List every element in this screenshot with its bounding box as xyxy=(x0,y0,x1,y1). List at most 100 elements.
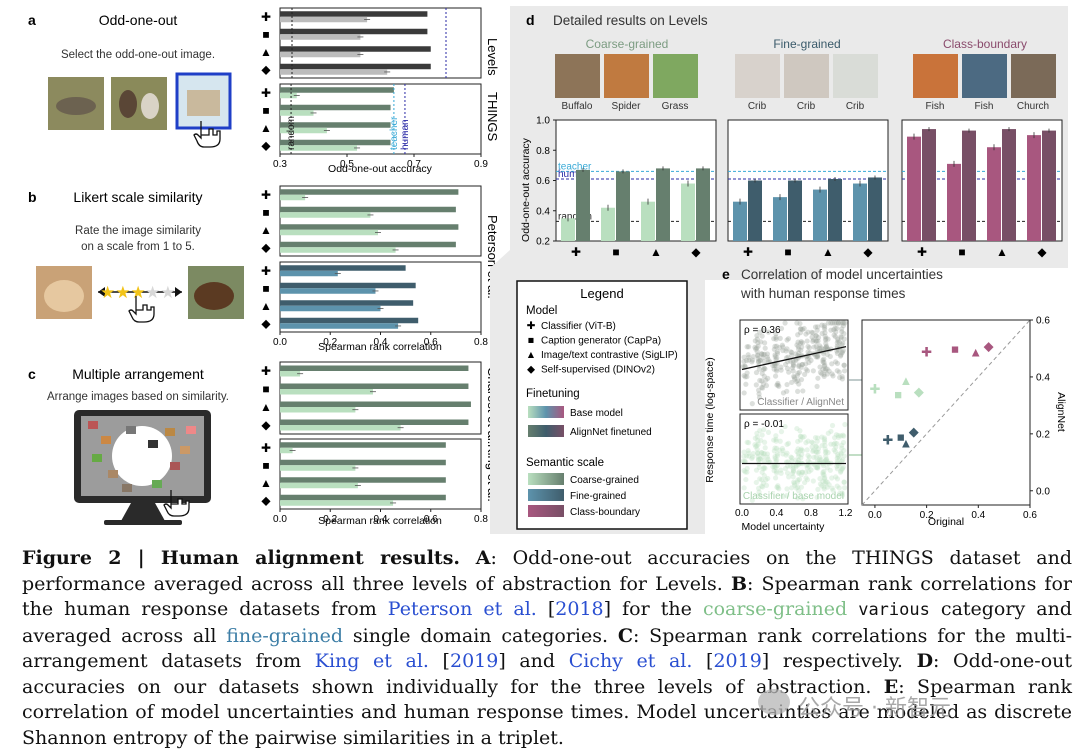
scatter-point xyxy=(822,330,828,336)
bar-base xyxy=(280,425,401,431)
scatter-point xyxy=(798,447,804,453)
scatter-point xyxy=(752,435,758,441)
scatter-point xyxy=(814,449,820,455)
model-symbol: ■ xyxy=(262,458,269,472)
bar-base xyxy=(601,207,615,241)
thumbnail-image xyxy=(604,54,649,98)
scatter-point xyxy=(822,475,828,481)
scatter-point xyxy=(763,377,769,383)
legend-swatch-aligned xyxy=(528,425,564,437)
scatter-point xyxy=(757,456,763,462)
scatter-point xyxy=(792,482,798,488)
scatter-point xyxy=(773,458,779,465)
scatter-point xyxy=(829,422,836,429)
scatter-point xyxy=(822,442,828,449)
scatter-point xyxy=(817,369,824,375)
y-tick-label: 0.6 xyxy=(1036,316,1050,327)
bar-aligned xyxy=(280,300,414,306)
scatter-point xyxy=(759,333,765,339)
scatter-point xyxy=(772,354,778,360)
model-symbol: ■ xyxy=(262,382,269,396)
bar-aligned xyxy=(280,317,419,324)
scatter-point xyxy=(835,453,841,460)
scatter-point xyxy=(821,437,828,443)
cichy-year-link[interactable]: 2019 xyxy=(713,650,762,672)
scatter-point xyxy=(773,362,779,368)
scatter-point xyxy=(780,390,787,396)
legend-model-symbol: ■ xyxy=(528,335,534,347)
caption-a-key: A xyxy=(475,547,491,569)
scatter-point xyxy=(821,476,827,482)
scatter-point xyxy=(834,368,840,374)
star-rating[interactable]: ★★★ xyxy=(100,283,146,302)
scatter-point xyxy=(777,335,783,341)
scatter-point xyxy=(765,329,772,335)
scatter-point xyxy=(752,344,758,350)
scatter-point xyxy=(813,333,819,339)
king-link[interactable]: King et al. xyxy=(314,650,429,672)
scatter-point xyxy=(833,320,840,326)
scatter-point xyxy=(757,358,763,364)
scatter-point xyxy=(803,440,809,446)
scatter-point xyxy=(808,357,814,363)
scatter-point xyxy=(839,465,845,472)
peterson-year-link[interactable]: 2018 xyxy=(555,598,604,620)
inset-label: Classifier / AlignNet xyxy=(757,397,844,408)
panel-e-letter: e xyxy=(722,266,730,282)
scatter-point xyxy=(790,467,796,474)
scatter-point xyxy=(744,370,750,376)
y-tick-label: 0.2 xyxy=(536,237,550,248)
legend-fine-label: Fine-grained xyxy=(570,491,626,502)
scatter-point xyxy=(787,463,793,469)
bar-base xyxy=(773,197,787,241)
scatter-point xyxy=(770,464,776,470)
scatter-point xyxy=(811,344,817,350)
bar-base xyxy=(280,229,378,236)
scatter-point xyxy=(840,439,847,446)
scatter-point xyxy=(834,455,840,461)
scatter-point xyxy=(839,492,846,498)
chart-d-boundary: ✚ ■ ▲ ◆ xyxy=(901,119,1063,259)
y-tick-label: 0.0 xyxy=(1036,486,1050,497)
scatter-point xyxy=(833,474,839,480)
scatter-point xyxy=(757,357,763,364)
scatter-point xyxy=(791,479,797,485)
scatter-point xyxy=(829,475,835,481)
scatter-point xyxy=(796,457,802,463)
scatter-point xyxy=(822,446,828,452)
king-year-link[interactable]: 2019 xyxy=(449,650,499,672)
scatter-point xyxy=(771,468,777,474)
scatter-point xyxy=(755,451,761,457)
scatter-point xyxy=(784,381,790,388)
scatter-marker: ✚ xyxy=(869,381,880,396)
model-symbol: ■ xyxy=(612,245,619,259)
scatter-point xyxy=(774,484,780,490)
chart-a-things: ✚ ■ ▲ ◆ random teacher human 0.3 0.5 0.7 0.9 xyxy=(260,83,488,170)
scatter-point xyxy=(749,497,755,503)
scatter-point xyxy=(793,357,799,364)
model-symbol: ◆ xyxy=(261,493,271,507)
scatter-point xyxy=(784,486,790,492)
scatter-point xyxy=(834,343,840,349)
scatter-point xyxy=(774,355,780,361)
panel-c-subtitle: Arrange images based on similarity. xyxy=(47,391,229,403)
scatter-point xyxy=(757,377,763,384)
scatter-point xyxy=(776,486,782,492)
scatter-point xyxy=(741,358,747,365)
scatter-point xyxy=(796,476,803,482)
scatter-point xyxy=(810,448,816,454)
scatter-point xyxy=(796,369,803,375)
scatter-point xyxy=(832,334,839,340)
scatter-point xyxy=(823,340,829,347)
chart-d-fine: ✚ ■ ▲ ◆ xyxy=(727,119,889,259)
scatter-point xyxy=(773,336,779,342)
peterson-link[interactable]: Peterson et al. xyxy=(387,598,537,620)
scatter-point xyxy=(793,378,799,385)
scatter-point xyxy=(761,373,767,379)
cichy-link[interactable]: Cichy et al. xyxy=(568,650,693,672)
chart-a-levels: ✚ ■ ▲ ◆ xyxy=(260,7,482,79)
image-selected-building[interactable] xyxy=(175,72,232,130)
reference-label-random: random xyxy=(286,116,297,150)
scatter-point xyxy=(815,446,822,452)
scatter-point xyxy=(745,344,752,350)
